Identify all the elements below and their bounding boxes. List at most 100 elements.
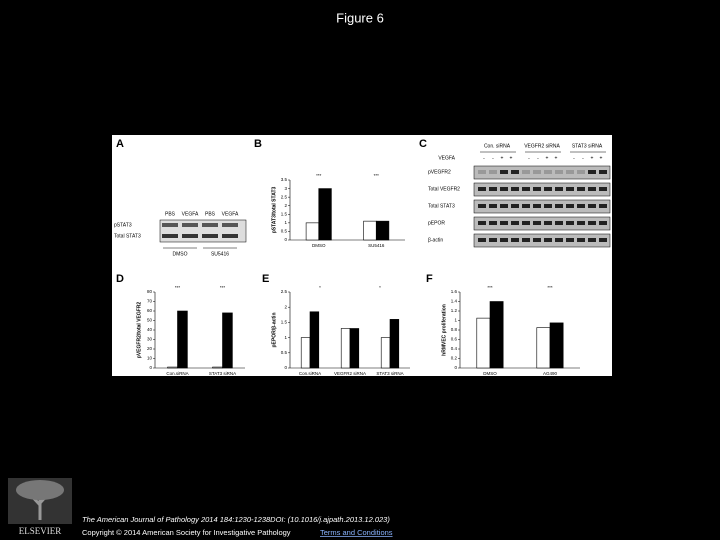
band xyxy=(489,238,497,242)
panel-letter: B xyxy=(254,138,262,150)
band xyxy=(500,238,508,242)
bar xyxy=(309,311,320,369)
band xyxy=(588,170,596,174)
band xyxy=(500,170,508,174)
band xyxy=(162,223,178,227)
bar xyxy=(212,366,223,369)
band xyxy=(566,238,574,242)
blot xyxy=(473,216,611,231)
band xyxy=(544,187,552,191)
band xyxy=(577,204,585,208)
sign: + xyxy=(600,155,603,161)
band xyxy=(162,234,178,238)
band xyxy=(544,204,552,208)
y-tick-label: 0.6 xyxy=(451,337,458,342)
band xyxy=(522,204,530,208)
bar xyxy=(300,337,311,369)
group-label: VEGFR2 siRNA xyxy=(524,143,560,149)
band xyxy=(544,170,552,174)
group-label: DMSO xyxy=(173,251,188,257)
band xyxy=(533,221,541,225)
band xyxy=(544,238,552,242)
band xyxy=(566,221,574,225)
y-tick-label: 30 xyxy=(147,337,153,342)
band xyxy=(533,170,541,174)
significance: *** xyxy=(374,173,380,178)
band xyxy=(478,170,486,174)
row-label: Total STAT3 xyxy=(428,203,455,209)
band xyxy=(478,204,486,208)
band xyxy=(222,234,238,238)
panel-letter: D xyxy=(116,273,124,285)
sign: - xyxy=(528,155,530,161)
band xyxy=(500,187,508,191)
y-axis-label: pVEGFR2/total VEGFR2 xyxy=(136,302,142,359)
row-label: Total VEGFR2 xyxy=(428,186,460,192)
group-label: STAT3 siRNA xyxy=(572,143,603,149)
band xyxy=(555,187,563,191)
bar xyxy=(489,301,504,369)
band xyxy=(522,187,530,191)
band xyxy=(222,223,238,227)
band xyxy=(577,187,585,191)
sign: + xyxy=(501,155,504,161)
band xyxy=(511,204,519,208)
bar xyxy=(380,337,391,369)
panel-letter: A xyxy=(116,138,124,150)
bar xyxy=(363,220,377,241)
y-tick-label: 1.5 xyxy=(281,320,288,325)
x-tick-label: Con.siRNA xyxy=(166,371,188,376)
band xyxy=(566,170,574,174)
band xyxy=(588,238,596,242)
significance: * xyxy=(319,285,321,290)
band xyxy=(566,187,574,191)
significance: *** xyxy=(547,285,553,290)
y-tick-label: 0.8 xyxy=(451,327,458,332)
group-label: SU5416 xyxy=(211,251,229,257)
y-tick-label: 1.2 xyxy=(451,308,458,313)
slide-title: Figure 6 xyxy=(336,10,384,25)
x-tick-label: DMSO xyxy=(483,371,497,376)
band xyxy=(182,234,198,238)
y-tick-label: 0 xyxy=(284,365,287,370)
band xyxy=(533,238,541,242)
y-tick-label: 3.5 xyxy=(281,177,288,182)
blot xyxy=(473,233,611,248)
band xyxy=(511,221,519,225)
sign: - xyxy=(582,155,584,161)
band xyxy=(577,170,585,174)
y-tick-label: 20 xyxy=(147,346,153,351)
band xyxy=(533,204,541,208)
sign: - xyxy=(492,155,494,161)
band xyxy=(555,238,563,242)
x-tick-label: AG490 xyxy=(543,371,558,376)
bar xyxy=(222,312,233,369)
band xyxy=(511,187,519,191)
x-tick-label: DMSO xyxy=(312,243,326,248)
y-tick-label: 40 xyxy=(147,327,153,332)
band xyxy=(511,170,519,174)
sign: - xyxy=(483,155,485,161)
significance: *** xyxy=(220,285,226,290)
terms-link[interactable]: Terms and Conditions xyxy=(320,528,393,537)
y-tick-label: 0 xyxy=(454,365,457,370)
bar xyxy=(177,310,188,369)
y-tick-label: 10 xyxy=(147,356,153,361)
band xyxy=(478,238,486,242)
row-label: pVEGFR2 xyxy=(428,169,451,175)
band xyxy=(555,204,563,208)
band xyxy=(588,187,596,191)
bar xyxy=(318,188,332,241)
sign: - xyxy=(573,155,575,161)
blot xyxy=(473,199,611,214)
panel-letter: F xyxy=(426,273,433,285)
y-axis-label: pEPOR/β-actin xyxy=(271,313,277,348)
y-tick-label: 1 xyxy=(454,318,457,323)
bar xyxy=(340,328,351,369)
band xyxy=(489,187,497,191)
logo-label: ELSEVIER xyxy=(19,526,62,536)
bar xyxy=(389,319,400,369)
bar xyxy=(476,317,491,369)
panel-letter: E xyxy=(262,273,269,285)
sign: + xyxy=(546,155,549,161)
